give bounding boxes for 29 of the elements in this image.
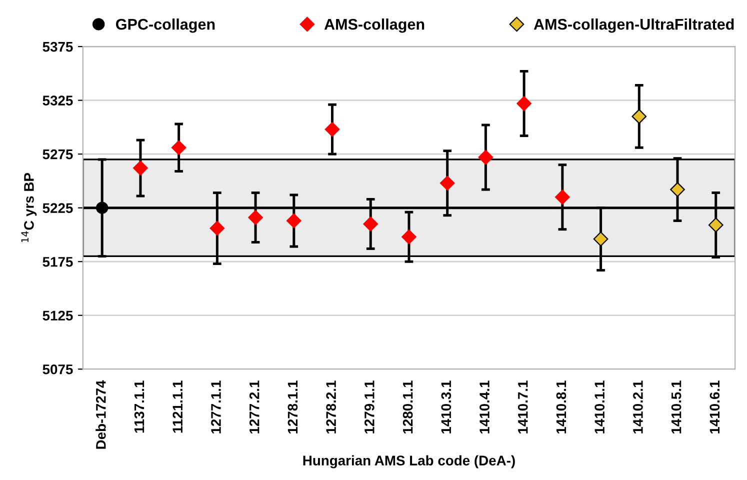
x-tick-label: 1410.2.1: [633, 380, 643, 434]
x-tick-label: 1277.1.1: [211, 380, 221, 434]
x-tick-label: 1280.1.1: [402, 380, 413, 434]
legend-label: GPC-collagen: [116, 18, 215, 33]
y-tick-label: 5225: [42, 203, 73, 214]
x-tick-label: 1278.2.1: [326, 380, 336, 434]
x-tick-label: 1279.1.1: [364, 380, 374, 434]
y-tick-label: 5125: [42, 310, 73, 321]
x-tick-label: 1410.1.1: [594, 380, 605, 434]
y-tick-label: 5075: [42, 364, 73, 374]
legend-label: AMS-collagen-UltraFiltrated: [534, 18, 734, 33]
legend-label: AMS-collagen: [324, 18, 424, 33]
y-tick-label: 5275: [42, 149, 73, 160]
y-axis-title: $^{14}$C yrs BP: [21, 172, 37, 242]
x-tick-label: 1410.7.1: [518, 380, 528, 434]
y-tick-label: 5175: [42, 257, 73, 267]
x-tick-label: 1278.1.1: [288, 380, 298, 434]
x-tick-label: 1410.6.1: [710, 380, 720, 434]
x-tick-label: 1410.8.1: [556, 380, 566, 434]
x-axis-title: Hungarian AMS Lab code (DeA-): [303, 455, 515, 468]
x-tick-label: Deb-17274: [96, 380, 106, 449]
x-tick-label: 1137.1.1: [134, 380, 144, 433]
y-tick-label: 5375: [42, 42, 73, 52]
x-tick-label: 1410.5.1: [671, 380, 682, 434]
y-tick-label: 5325: [42, 96, 73, 106]
x-tick-label: 1410.3.1: [441, 380, 452, 434]
x-tick-label: 1121.1.1: [172, 380, 182, 433]
x-tick-label: 1410.4.1: [480, 380, 490, 434]
x-tick-label: 1277.2.1: [249, 380, 260, 434]
